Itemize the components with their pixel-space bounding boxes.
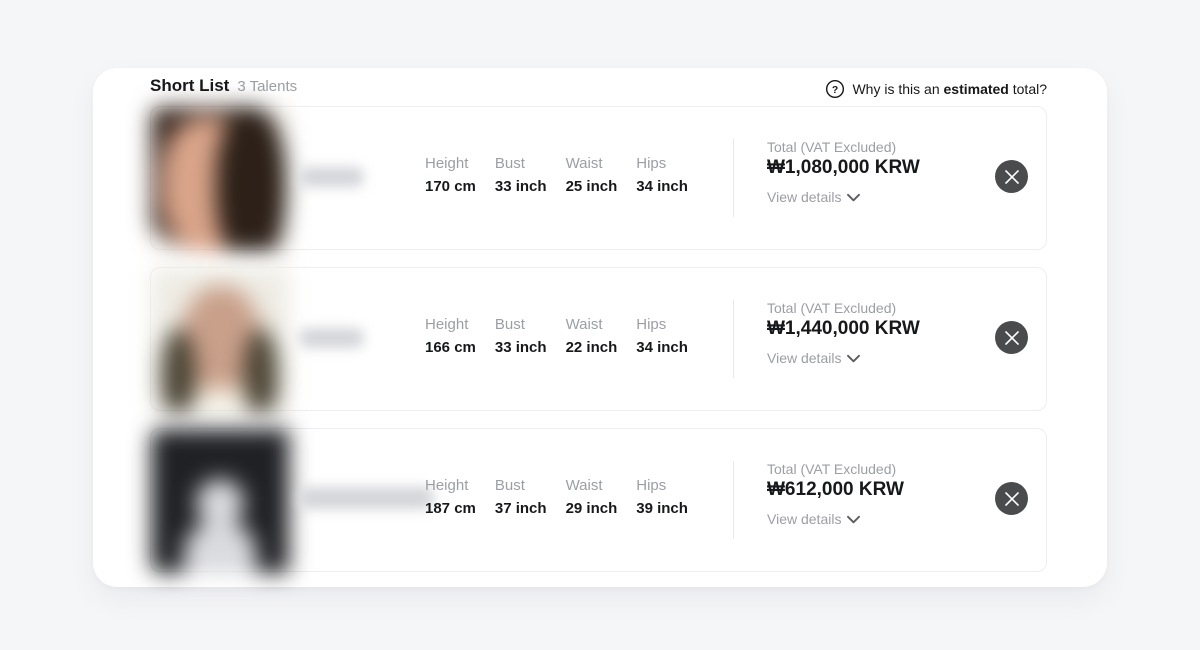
svg-text:?: ? xyxy=(832,85,838,96)
